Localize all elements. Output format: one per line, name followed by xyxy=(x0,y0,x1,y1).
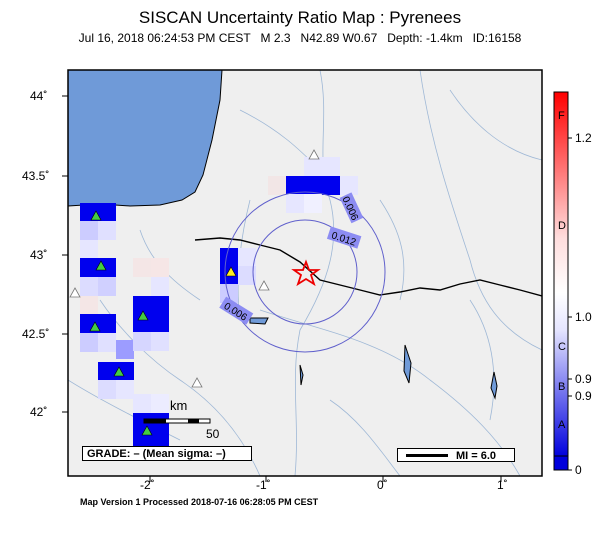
mi-legend-line xyxy=(406,454,448,457)
scale-unit-label: km xyxy=(170,398,188,413)
mi-legend: MI = 6.0 xyxy=(397,448,515,462)
colorbar-value: 0.9 xyxy=(575,372,592,386)
mi-legend-label: MI = 6.0 xyxy=(456,450,497,462)
uncertainty-cell xyxy=(98,221,116,240)
lake xyxy=(490,371,498,400)
uncertainty-cell xyxy=(304,194,322,213)
colorbar-value: 0.9 xyxy=(575,389,592,403)
lon-tick-label: -1˚ xyxy=(256,478,271,492)
lat-tick-label: 43.5˚ xyxy=(22,169,50,183)
colorbar-value: 1.2 xyxy=(575,131,592,145)
uncertainty-cell xyxy=(322,157,340,176)
uncertainty-cell xyxy=(286,176,304,195)
uncertainty-cell xyxy=(286,194,304,213)
colorbar-letter: D xyxy=(558,220,566,232)
lon-tick-label: 0˚ xyxy=(377,478,388,492)
uncertainty-cell xyxy=(220,248,238,267)
uncertainty-cell xyxy=(116,340,134,359)
uncertainty-cell xyxy=(80,333,98,352)
lon-tick-label: 1˚ xyxy=(497,478,508,492)
lon-tick-label: -2˚ xyxy=(140,478,155,492)
uncertainty-cell xyxy=(340,176,358,195)
station-marker xyxy=(191,377,203,388)
uncertainty-cell xyxy=(133,332,151,351)
uncertainty-cell xyxy=(304,176,322,195)
uncertainty-cell xyxy=(133,258,151,277)
lat-tick-label: 42.5˚ xyxy=(22,327,50,341)
station-marker xyxy=(137,310,149,321)
map-title: SISCAN Uncertainty Ratio Map : Pyrenees xyxy=(138,8,462,27)
colorbar-value: 0 xyxy=(575,463,582,477)
uncertainty-cell xyxy=(133,296,151,315)
uncertainty-cell xyxy=(304,157,322,176)
colorbar-letter: F xyxy=(558,110,565,122)
uncertainty-cell xyxy=(80,277,98,296)
station-marker xyxy=(89,321,101,332)
lake xyxy=(403,344,412,384)
station-marker xyxy=(69,287,81,298)
country-border xyxy=(194,237,542,297)
uncertainty-cell xyxy=(80,240,98,259)
station-marker xyxy=(113,366,125,377)
colorbar-letter: B xyxy=(558,381,566,393)
uncertainty-cell xyxy=(98,258,116,277)
uncertainty-cell xyxy=(133,394,151,413)
uncertainty-cell xyxy=(98,333,116,352)
uncertainty-cell xyxy=(151,314,169,333)
grade-box: GRADE: – (Mean sigma: –) xyxy=(82,446,252,461)
uncertainty-cell xyxy=(151,296,169,315)
uncertainty-cell xyxy=(98,314,116,333)
uncertainty-cell xyxy=(151,277,169,296)
uncertainty-cell xyxy=(98,362,116,381)
map-frame xyxy=(67,69,543,477)
uncertainty-cell xyxy=(151,430,169,449)
colorbar-letter: C xyxy=(558,341,566,353)
station-marker xyxy=(141,425,153,436)
station-marker xyxy=(95,260,107,271)
uncertainty-cell xyxy=(151,258,169,277)
lake xyxy=(249,317,269,325)
uncertainty-cell xyxy=(151,394,169,413)
uncertainty-cell xyxy=(80,221,98,240)
colorbar-value: 1.0 xyxy=(575,310,592,324)
lat-tick-label: 43˚ xyxy=(30,248,48,262)
contour-inner xyxy=(252,219,358,325)
event-subtitle: Jul 16, 2018 06:24:53 PM CEST M 2.3 N42.… xyxy=(78,31,522,45)
station-marker xyxy=(308,149,320,160)
contour-label: 0.012 xyxy=(330,230,358,248)
uncertainty-cell xyxy=(98,380,116,399)
lat-tick-label: 42˚ xyxy=(30,405,48,419)
uncertainty-cell xyxy=(98,203,116,222)
station-marker xyxy=(90,210,102,221)
footer-text: Map Version 1 Processed 2018-07-16 06:28… xyxy=(80,497,319,507)
contour-outer xyxy=(224,191,386,353)
station-marker xyxy=(225,266,237,277)
scale-bar xyxy=(143,418,211,424)
uncertainty-cell xyxy=(116,380,134,399)
uncertainty-cell xyxy=(80,296,98,315)
uncertainty-cell xyxy=(238,248,256,267)
colorbar-letter: A xyxy=(558,419,566,431)
uncertainty-cell xyxy=(268,176,286,195)
uncertainty-cell xyxy=(238,266,256,285)
uncertainty-cell xyxy=(151,332,169,351)
station-marker xyxy=(258,280,270,291)
colorbar-min xyxy=(553,455,569,471)
epicenter-star-icon xyxy=(291,259,321,287)
scale-value-label: 50 xyxy=(206,427,220,441)
uncertainty-cell xyxy=(98,277,116,296)
uncertainty-cell xyxy=(220,284,238,303)
lake xyxy=(299,364,304,386)
uncertainty-cell xyxy=(133,412,151,431)
lat-tick-label: 44˚ xyxy=(30,89,48,103)
uncertainty-cell xyxy=(322,176,340,195)
uncertainty-cell xyxy=(80,258,98,277)
